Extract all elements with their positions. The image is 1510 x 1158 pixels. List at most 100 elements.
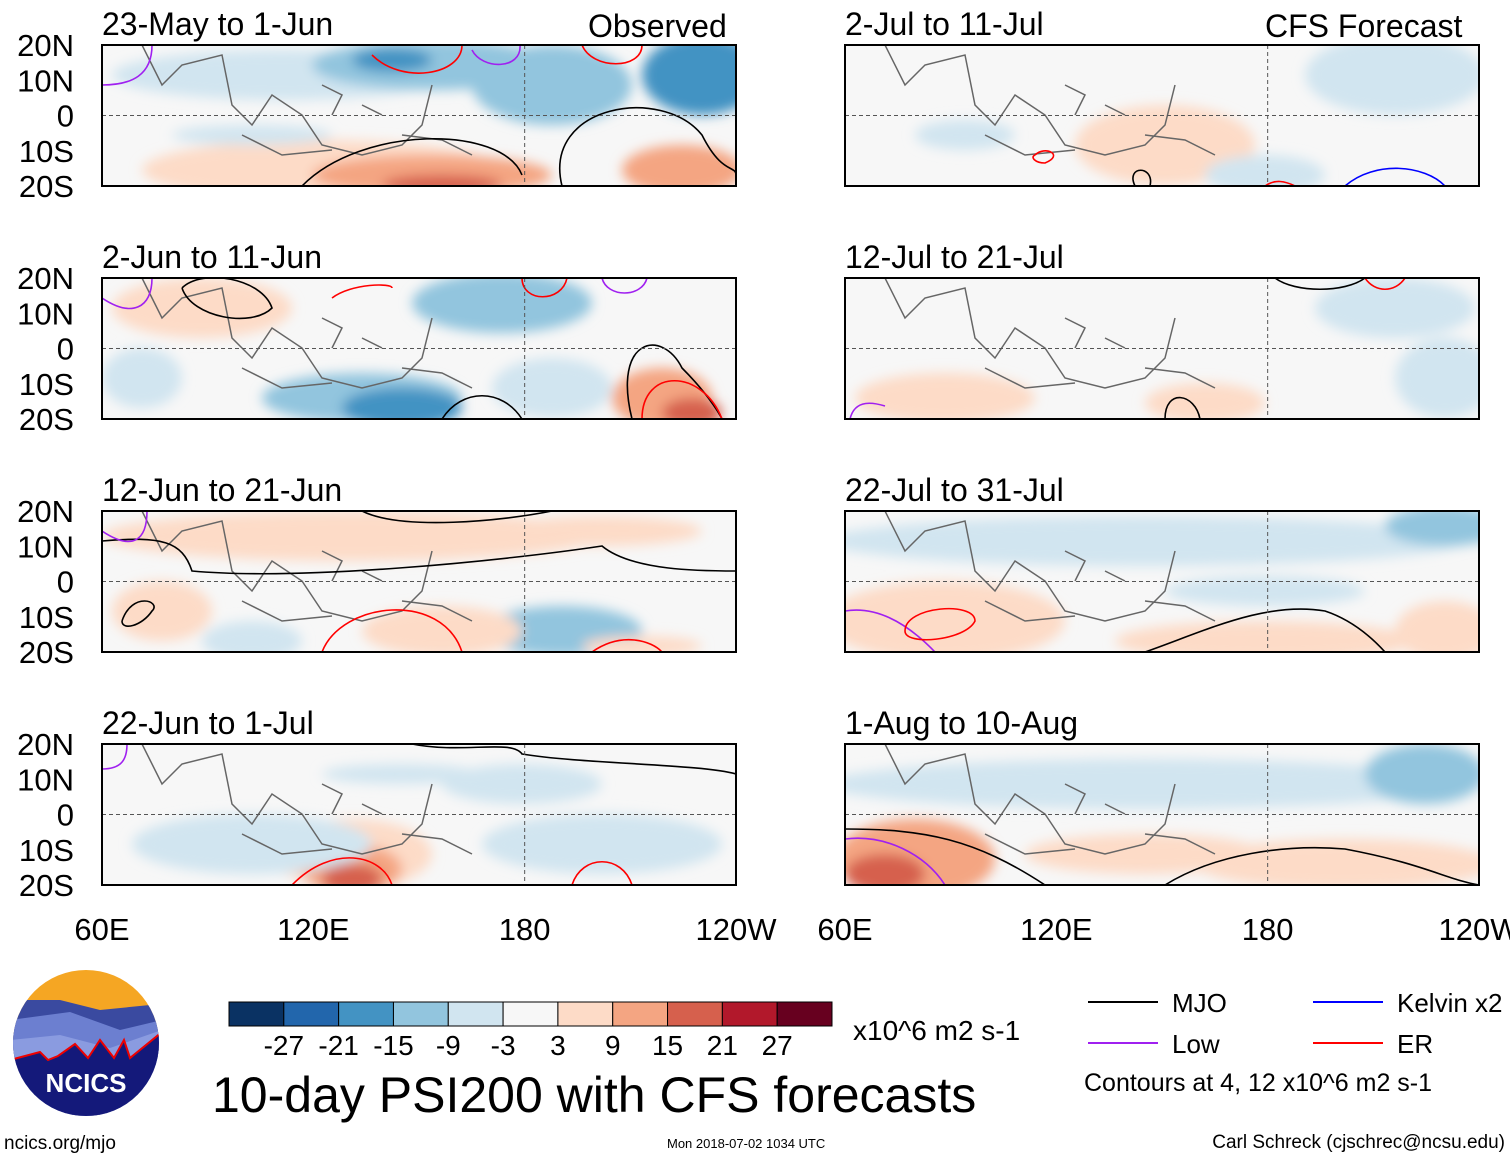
anomaly-shading: [1145, 383, 1265, 419]
panel-frame: [101, 277, 737, 420]
contour-line: [845, 828, 1046, 885]
anomaly-shading: [102, 348, 182, 408]
map-panel: 2-Jul to 11-Jul: [844, 6, 1480, 187]
y-tick-label: 20N: [17, 727, 74, 762]
contour-line: [291, 857, 393, 885]
panel-frame: [844, 510, 1480, 653]
map-panel: 22-Jul to 31-Jul: [844, 472, 1480, 653]
anomaly-shading: [642, 45, 736, 115]
anomaly-shading: [1205, 155, 1325, 186]
anomaly-shading: [322, 764, 482, 784]
panel-frame: [101, 510, 737, 653]
anomaly-shading: [845, 759, 1465, 809]
colorbar-label: -3: [491, 1030, 516, 1061]
y-tick-label: 10N: [17, 63, 74, 98]
y-tick-label: 10S: [19, 367, 74, 402]
anomaly-shading: [582, 636, 702, 652]
colorbar-label: -27: [264, 1030, 304, 1061]
anomaly-shading: [1305, 45, 1479, 115]
anomaly-shading: [845, 581, 1065, 652]
colorbar-label: 3: [550, 1030, 566, 1061]
coastline: [884, 45, 1216, 156]
y-tick-label: 0: [57, 565, 74, 600]
contour-line: [102, 538, 736, 575]
x-tick-label: 120W: [1439, 912, 1510, 947]
colorbar-swatch: [721, 1001, 778, 1027]
x-tick-label: 120E: [277, 912, 349, 947]
figure-title: 10-day PSI200 with CFS forecasts: [212, 1067, 976, 1123]
coastline: [141, 511, 473, 622]
y-tick-label: 10N: [17, 762, 74, 797]
contour-line: [1264, 180, 1296, 186]
anomaly-shading: [845, 516, 1465, 566]
contour-line: [1132, 169, 1152, 186]
colorbar-swatch: [667, 1001, 723, 1027]
colorbar-label: -9: [436, 1030, 461, 1061]
panel-frame: [101, 44, 737, 187]
anomaly-shading: [172, 125, 332, 145]
contour-line: [102, 744, 128, 770]
contour-line: [102, 278, 153, 310]
contour-line: [181, 278, 273, 320]
y-tick-label: 10N: [17, 296, 74, 331]
footer-credit: Carl Schreck (cjschrec@ncsu.edu): [1212, 1132, 1505, 1153]
colorbar-swatch: [338, 1001, 394, 1027]
y-tick-label: 20S: [19, 868, 74, 903]
legend-label: ER: [1397, 1029, 1433, 1059]
y-tick-label: 20N: [17, 494, 74, 529]
legend-label: MJO: [1172, 988, 1227, 1018]
y-tick-label: 20S: [19, 169, 74, 204]
anomaly-shading: [202, 621, 302, 652]
colorbar-label: 21: [707, 1030, 738, 1061]
y-tick-label: 0: [57, 99, 74, 134]
colorbar-label: 9: [605, 1030, 621, 1061]
anomaly-shading: [362, 606, 522, 652]
units-label: x10^6 m2 s-1: [853, 1015, 1020, 1046]
anomaly-shading: [112, 278, 292, 338]
coastline: [141, 278, 473, 389]
panel-title: 2-Jun to 11-Jun: [102, 239, 322, 275]
anomaly-shading: [342, 388, 462, 419]
colorbar-label: -15: [373, 1030, 413, 1061]
contour-line: [849, 402, 886, 419]
panel-title: 12-Jul to 21-Jul: [845, 239, 1064, 275]
contour-line: [411, 744, 736, 775]
coastline: [141, 744, 473, 855]
contour-line: [321, 609, 463, 652]
coastline: [884, 278, 1216, 389]
colorbar-swatch: [228, 1001, 285, 1027]
legend: MJO Kelvin x2 Low ER: [1088, 988, 1503, 1059]
column-label-forecast: CFS Forecast: [1265, 8, 1462, 44]
panel-title: 23-May to 1-Jun: [102, 6, 333, 42]
x-tick-label: 180: [499, 912, 551, 947]
y-tick-label: 10S: [19, 833, 74, 868]
anomaly-shading: [412, 278, 592, 333]
anomaly-shading: [1075, 105, 1255, 185]
panel-frame: [844, 743, 1480, 886]
footer-timestamp: Mon 2018-07-02 1034 UTC: [667, 1136, 825, 1151]
contour-line: [441, 395, 523, 419]
panel-frame: [101, 743, 737, 886]
footer-url[interactable]: ncics.org/mjo: [4, 1133, 116, 1154]
colorbar-swatch: [447, 1001, 504, 1027]
contour-line: [471, 45, 521, 66]
anomaly-shading: [915, 120, 1015, 150]
legend-label: Kelvin x2: [1397, 988, 1503, 1018]
anomaly-shading: [1365, 744, 1479, 804]
colorbar-swatch: [776, 1001, 833, 1027]
anomaly-shading: [502, 516, 702, 546]
panel-title: 22-Jun to 1-Jul: [102, 705, 314, 741]
y-tick-label: 20S: [19, 635, 74, 670]
contour-line: [1364, 278, 1406, 291]
y-tick-label: 20N: [17, 28, 74, 63]
anomaly-shading: [1195, 839, 1479, 885]
contour-line: [1164, 846, 1479, 885]
contour-line: [361, 511, 553, 524]
x-tick-label: 60E: [817, 912, 872, 947]
contour-line: [1032, 150, 1055, 164]
panel-frame: [844, 277, 1480, 420]
contour-line: [521, 278, 568, 298]
